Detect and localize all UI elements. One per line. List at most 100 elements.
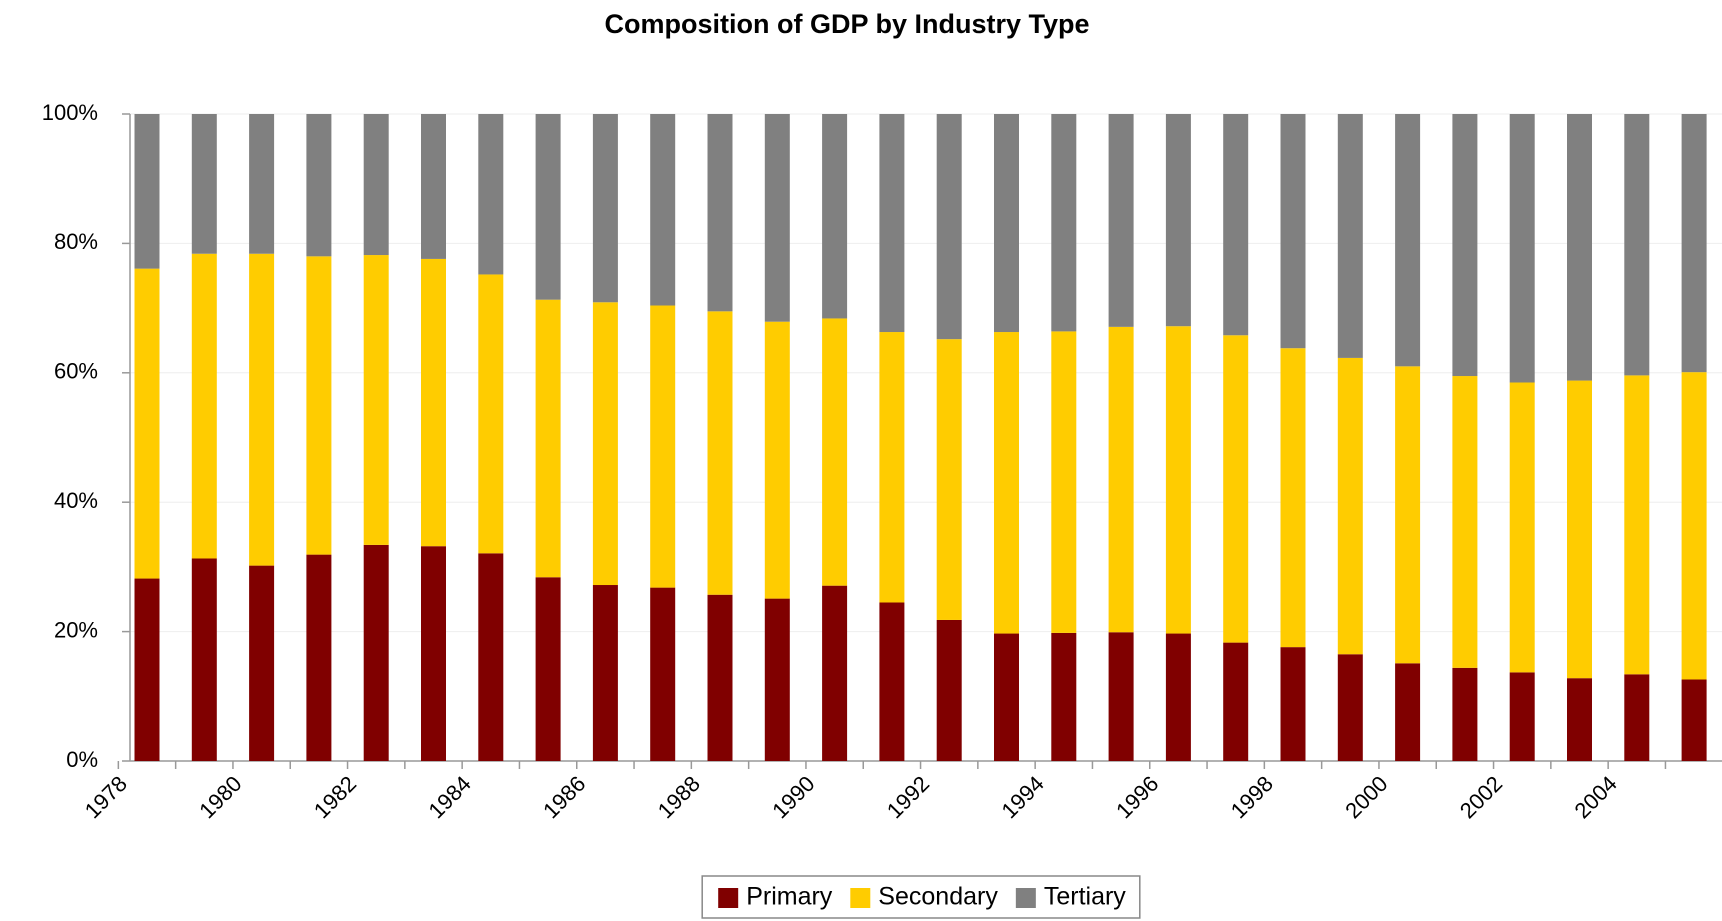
bar-segment xyxy=(1051,632,1077,761)
bar-segment xyxy=(592,114,618,303)
x-tick-label: 2004 xyxy=(1570,771,1622,823)
bar-segment xyxy=(306,114,332,257)
bar-segment xyxy=(1108,632,1134,761)
bar-segment xyxy=(421,258,446,547)
y-tick-label: 60% xyxy=(54,359,98,384)
bar-segment xyxy=(994,114,1019,333)
bar-segment xyxy=(936,619,962,761)
y-tick-label: 20% xyxy=(54,617,98,642)
bar-segment xyxy=(191,558,217,761)
bar-segment xyxy=(134,578,160,761)
bar-segment xyxy=(1280,114,1306,349)
x-tick-label: 1992 xyxy=(882,771,934,823)
bar-segment xyxy=(363,544,389,761)
bar-segment xyxy=(535,299,561,578)
bar-segment xyxy=(535,114,561,300)
legend-box xyxy=(701,875,1141,919)
bar-segment xyxy=(936,339,962,620)
bar-segment xyxy=(1165,326,1191,634)
bar-segment xyxy=(822,114,848,319)
bar-segment xyxy=(1452,667,1478,761)
x-tick-label: 1994 xyxy=(997,771,1049,823)
x-tick-label: 2000 xyxy=(1340,771,1392,823)
x-tick-label: 1998 xyxy=(1226,771,1278,823)
bar-segment xyxy=(1681,114,1707,373)
bar-segment xyxy=(478,114,504,275)
bar-segment xyxy=(421,114,446,259)
x-tick-label: 2002 xyxy=(1455,771,1507,823)
bar-segment xyxy=(822,585,848,761)
bar-segment xyxy=(306,554,332,761)
bar-segment xyxy=(134,268,160,579)
bar-segment xyxy=(707,594,733,761)
bar-segment xyxy=(1624,114,1650,376)
x-tick-label: 1984 xyxy=(424,771,476,823)
chart-title: Composition of GDP by Industry Type xyxy=(604,9,1089,39)
bar-segment xyxy=(1509,382,1535,673)
bar-segment xyxy=(1223,114,1249,336)
bar-segment xyxy=(1108,326,1134,633)
bar-segment xyxy=(879,114,905,333)
bar-segment xyxy=(592,302,618,586)
bar-segment xyxy=(936,114,962,340)
bar-segment xyxy=(249,253,275,566)
bar-segment xyxy=(707,114,733,312)
bar-segment xyxy=(478,553,504,761)
bar-segment xyxy=(650,305,676,588)
bar-segment xyxy=(134,114,160,269)
bar-segment xyxy=(478,274,504,554)
legend-label: Tertiary xyxy=(1044,883,1126,911)
bar-segment xyxy=(191,253,217,559)
bar-segment xyxy=(1051,331,1077,633)
bar-segment xyxy=(363,114,389,256)
bar-segment xyxy=(1223,642,1249,761)
bar-segment xyxy=(764,598,790,761)
bar-segment xyxy=(1567,380,1592,679)
bar-segment xyxy=(707,311,733,595)
bar-segment xyxy=(650,114,676,306)
bar-segment xyxy=(1681,679,1707,761)
bar-segment xyxy=(1165,114,1191,327)
bar-segment xyxy=(764,114,790,322)
legend-swatch xyxy=(718,888,739,908)
bar-segment xyxy=(1624,674,1650,761)
bar-segment xyxy=(1051,114,1077,332)
bar-segment xyxy=(1681,372,1707,680)
legend: Primary Secondary Tertiary xyxy=(701,875,1141,919)
bar-segment xyxy=(1165,633,1191,761)
bar-segment xyxy=(1108,114,1134,327)
x-tick-label: 1988 xyxy=(653,771,705,823)
x-tick-label: 1986 xyxy=(538,771,590,823)
bar-segment xyxy=(421,546,446,761)
bar-segment xyxy=(994,332,1019,634)
y-tick-label: 40% xyxy=(54,488,98,513)
bar-segment xyxy=(879,602,905,761)
bar-segment xyxy=(764,321,790,599)
bar-segment xyxy=(535,577,561,761)
bar-segment xyxy=(592,585,618,761)
bar-segment xyxy=(650,587,676,761)
bar-segment xyxy=(1337,654,1363,761)
bar-segment xyxy=(1223,335,1249,643)
bar-segment xyxy=(1624,375,1650,675)
bar-segment xyxy=(1337,114,1363,358)
bar-segment xyxy=(306,256,332,555)
bar-segment xyxy=(191,114,217,254)
y-tick-label: 100% xyxy=(42,100,98,125)
x-tick-label: 1980 xyxy=(194,771,246,823)
bar-segment xyxy=(1509,114,1535,383)
bar-segment xyxy=(879,332,905,603)
bar-segment xyxy=(1395,366,1421,664)
bar-segment xyxy=(1280,348,1306,648)
bar-segment xyxy=(1567,114,1592,381)
bar-segment xyxy=(1280,647,1306,761)
x-tick-label: 1996 xyxy=(1111,771,1163,823)
bar-segment xyxy=(994,633,1019,761)
bar-segment xyxy=(1395,114,1421,367)
legend-swatch xyxy=(1015,888,1036,908)
y-tick-label: 80% xyxy=(54,229,98,254)
bar-segment xyxy=(249,114,275,254)
legend-label: Secondary xyxy=(878,883,998,911)
x-tick-label: 1990 xyxy=(767,771,819,823)
